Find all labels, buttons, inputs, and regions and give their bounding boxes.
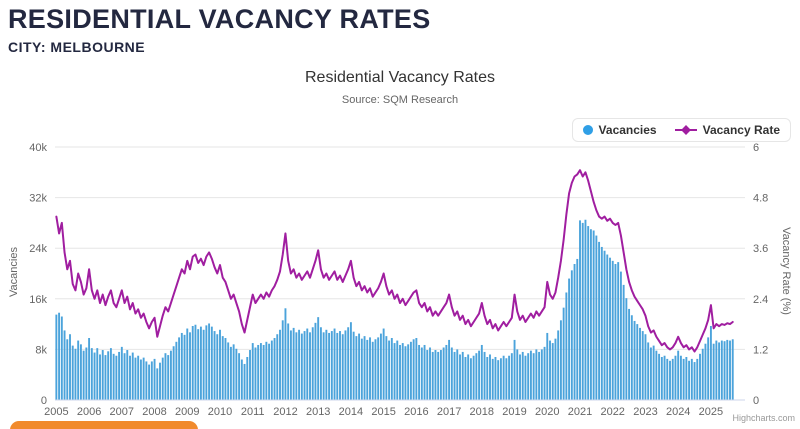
legend: Vacancies Vacancy Rate bbox=[571, 118, 791, 142]
vacancy-rate-line-diamond-icon bbox=[674, 125, 697, 135]
svg-text:2009: 2009 bbox=[175, 406, 199, 418]
svg-text:24k: 24k bbox=[29, 243, 47, 255]
svg-text:2023: 2023 bbox=[633, 406, 657, 418]
svg-text:2005: 2005 bbox=[44, 406, 68, 418]
page-city-label: CITY: MELBOURNE bbox=[8, 39, 146, 55]
svg-text:40k: 40k bbox=[29, 142, 47, 154]
svg-text:2010: 2010 bbox=[208, 406, 232, 418]
svg-text:2006: 2006 bbox=[77, 406, 101, 418]
svg-text:2015: 2015 bbox=[371, 406, 395, 418]
svg-text:3.6: 3.6 bbox=[753, 243, 768, 255]
svg-text:2017: 2017 bbox=[437, 406, 461, 418]
svg-text:2025: 2025 bbox=[699, 406, 723, 418]
svg-text:2012: 2012 bbox=[273, 406, 297, 418]
vacancies-circle-icon bbox=[582, 125, 593, 135]
svg-text:2.4: 2.4 bbox=[753, 294, 768, 306]
y-axis-labels-left: 0 8k 16k 24k 32k 40k bbox=[29, 142, 47, 407]
highcharts-credit[interactable]: Highcharts.com bbox=[732, 413, 795, 423]
y-axis-title-right: Vacancy Rate (%) bbox=[780, 227, 792, 315]
svg-text:6: 6 bbox=[753, 142, 759, 154]
legend-item-vacancies[interactable]: Vacancies bbox=[582, 123, 657, 137]
svg-text:32k: 32k bbox=[29, 193, 47, 205]
vacancy-rate-line[interactable] bbox=[55, 169, 734, 353]
svg-text:2024: 2024 bbox=[666, 406, 690, 418]
svg-text:2018: 2018 bbox=[470, 406, 494, 418]
svg-text:2011: 2011 bbox=[241, 406, 265, 418]
svg-text:2014: 2014 bbox=[339, 406, 363, 418]
svg-text:2020: 2020 bbox=[535, 406, 559, 418]
svg-text:0: 0 bbox=[41, 395, 47, 407]
svg-text:2007: 2007 bbox=[110, 406, 134, 418]
svg-text:2008: 2008 bbox=[142, 406, 166, 418]
gridlines bbox=[55, 146, 745, 350]
svg-text:16k: 16k bbox=[29, 294, 47, 306]
y-axis-title-left: Vacancies bbox=[8, 247, 20, 297]
cta-button-partial[interactable] bbox=[10, 421, 198, 429]
svg-text:4.8: 4.8 bbox=[753, 193, 768, 205]
svg-text:2022: 2022 bbox=[600, 406, 624, 418]
chart-title: Residential Vacancy Rates bbox=[304, 69, 496, 86]
svg-text:8k: 8k bbox=[35, 344, 47, 356]
svg-text:0: 0 bbox=[753, 395, 759, 407]
chart-subtitle: Source: SQM Research bbox=[341, 94, 459, 106]
svg-text:2019: 2019 bbox=[502, 406, 526, 418]
page-title: RESIDENTIAL VACANCY RATES bbox=[8, 4, 431, 34]
y-axis-labels-right: 0 1.2 2.4 3.6 4.8 6 bbox=[753, 142, 768, 407]
svg-text:2013: 2013 bbox=[306, 406, 330, 418]
legend-item-vacancy-rate[interactable]: Vacancy Rate bbox=[674, 123, 780, 137]
x-axis-labels: 2005 2006 2007 2008 2009 2010 2011 2012 2013 2014… bbox=[44, 406, 723, 418]
svg-text:2021: 2021 bbox=[568, 406, 592, 418]
legend-label-vacancies: Vacancies bbox=[598, 123, 657, 137]
legend-label-vacancy-rate: Vacancy Rate bbox=[702, 123, 780, 137]
svg-text:1.2: 1.2 bbox=[753, 344, 768, 356]
svg-text:2016: 2016 bbox=[404, 406, 428, 418]
vacancies-bars[interactable] bbox=[55, 219, 734, 401]
